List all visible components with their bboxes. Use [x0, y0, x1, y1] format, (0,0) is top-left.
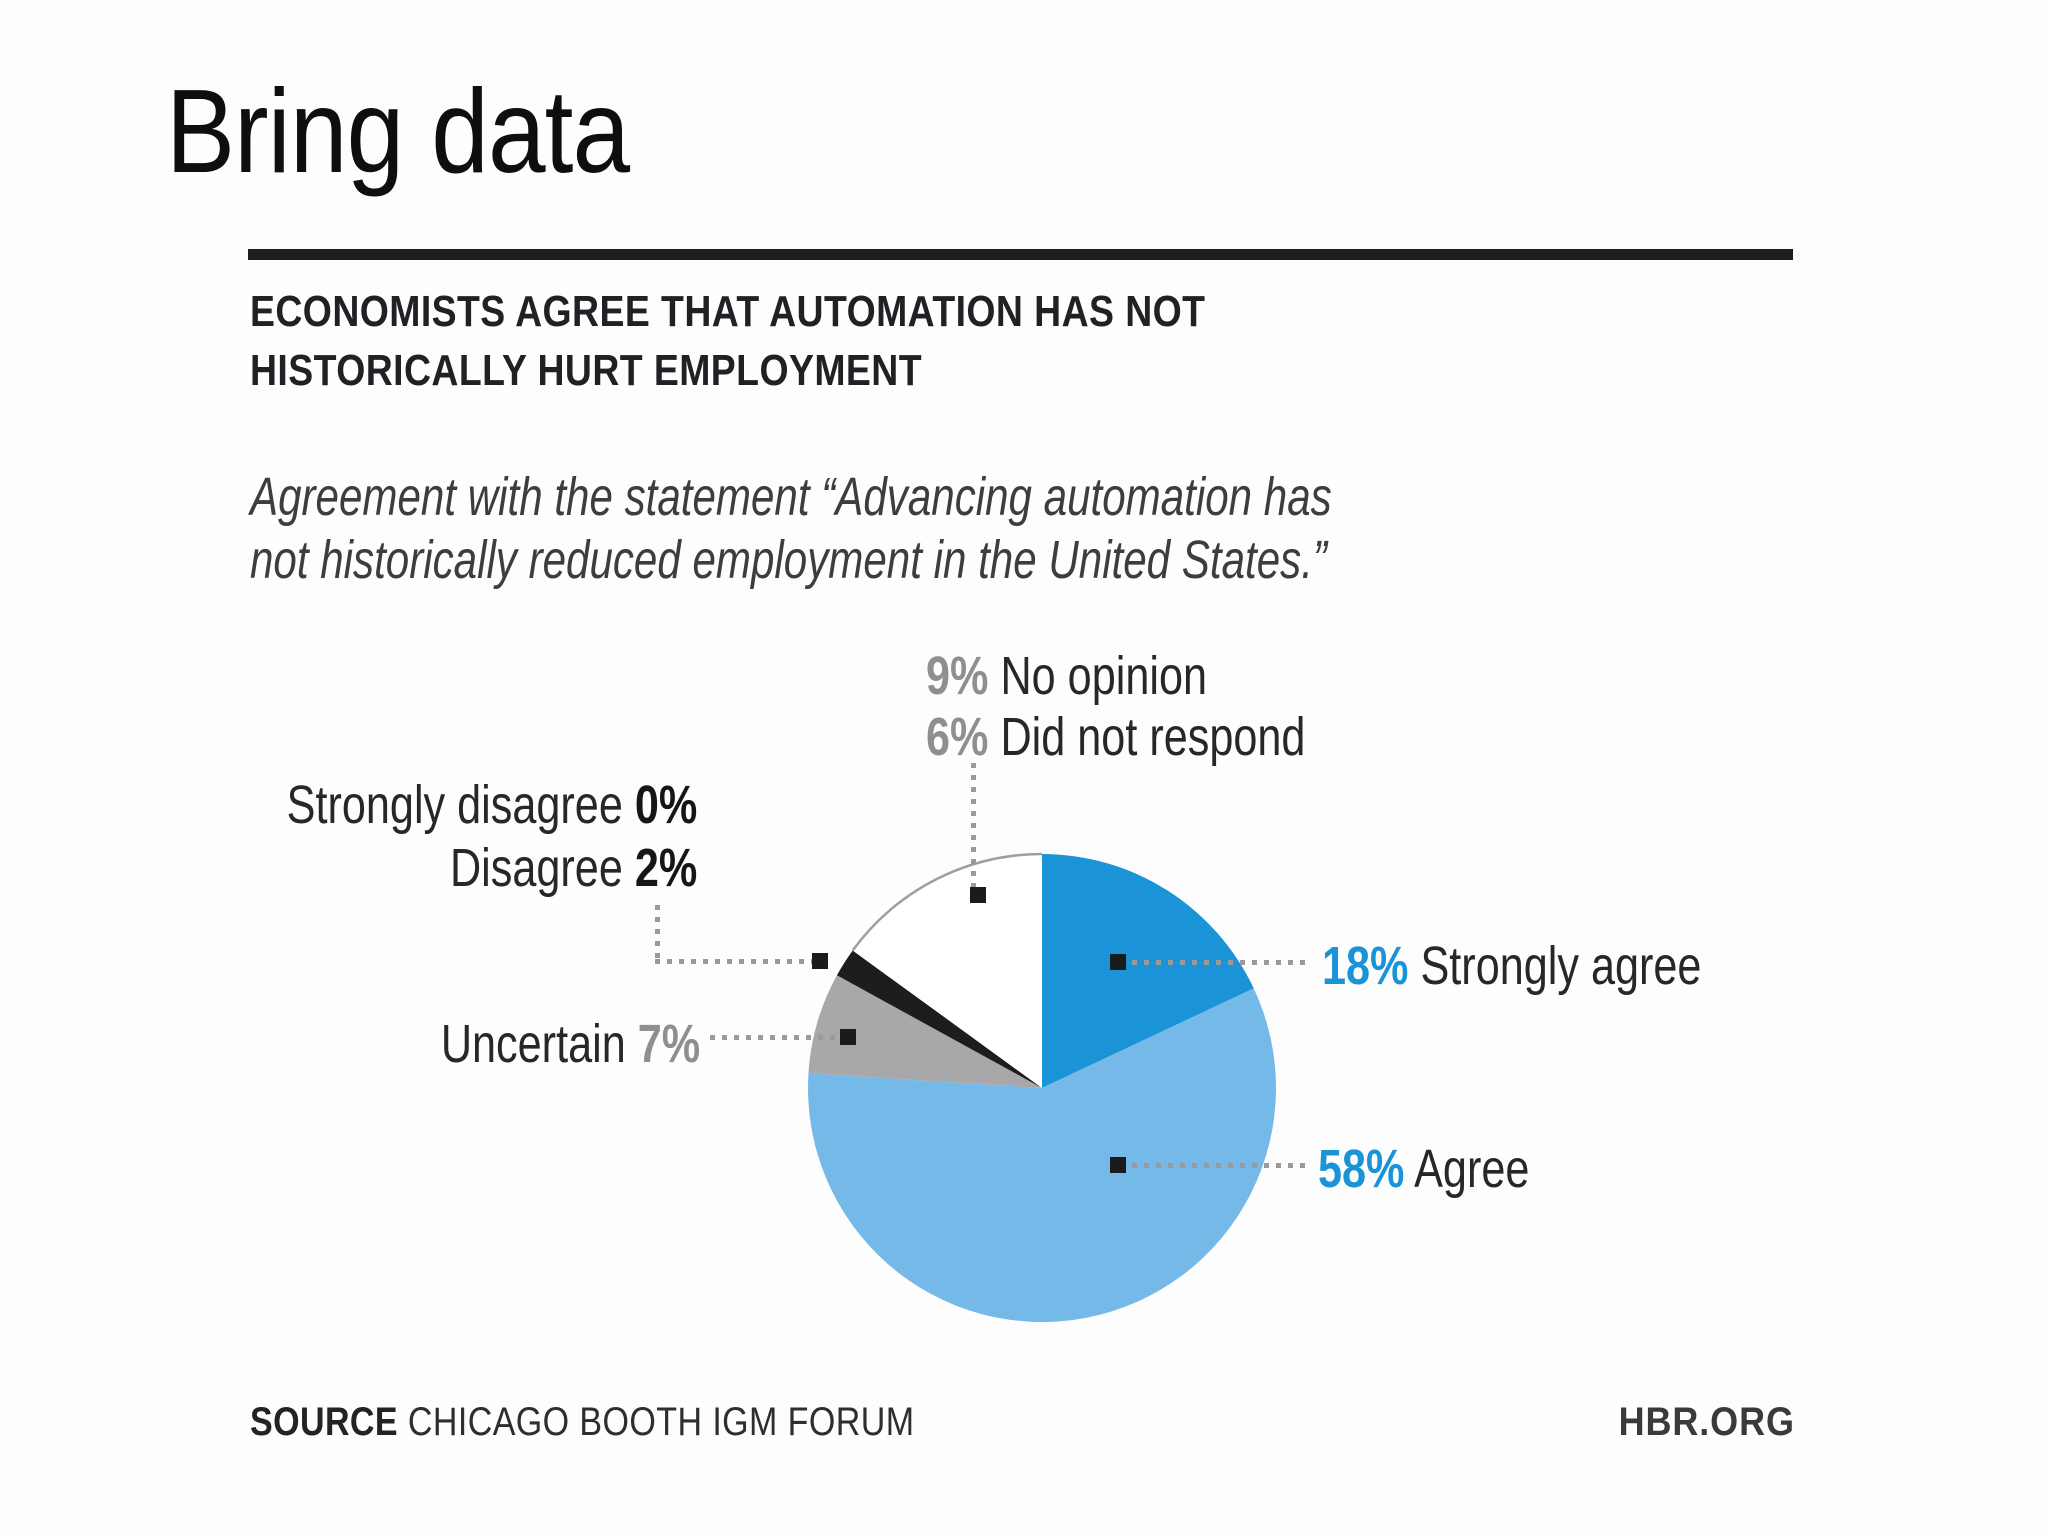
pie-slice-disagree	[836, 950, 1042, 1088]
agree-text: Agree	[1414, 1139, 1530, 1199]
did-not-respond-percent: 6%	[926, 707, 989, 767]
chart-headline: ECONOMISTS AGREE THAT AUTOMATION HAS NOT…	[250, 282, 1205, 400]
pie-slice-did-not-respond	[955, 854, 1042, 1088]
leader-marker-uncertain	[840, 1029, 856, 1045]
strongly-disagree-text: Strongly disagree	[286, 775, 623, 835]
brand-credit: HBR.ORG	[1618, 1400, 1795, 1444]
label-group-disagree: Strongly disagree 0% Disagree 2%	[286, 774, 697, 900]
source-text: CHICAGO BOOTH IGM FORUM	[407, 1400, 915, 1444]
disagree-percent: 2%	[634, 838, 697, 898]
source-line: SOURCE CHICAGO BOOTH IGM FORUM	[250, 1400, 914, 1445]
chart-subtitle: Agreement with the statement “Advancing …	[250, 466, 1332, 592]
leader-line-disagree-vertical	[655, 905, 660, 961]
pie-chart	[807, 852, 1276, 1322]
leader-marker-no-opinion	[970, 887, 986, 903]
leader-line-disagree-horizontal	[655, 959, 815, 964]
no-opinion-text: No opinion	[1000, 646, 1207, 706]
uncertain-percent: 7%	[637, 1014, 700, 1074]
pie-slice-no-opinion	[852, 870, 1042, 1088]
label-disagree: Disagree 2%	[286, 837, 697, 900]
chart-subtitle-line1: Agreement with the statement “Advancing …	[250, 467, 1332, 527]
leader-line-no-opinion	[971, 763, 976, 888]
strongly-agree-text: Strongly agree	[1420, 936, 1702, 996]
chart-headline-line1: ECONOMISTS AGREE THAT AUTOMATION HAS NOT	[250, 287, 1206, 336]
label-did-not-respond: 6% Did not respond	[926, 707, 1305, 768]
did-not-respond-text: Did not respond	[1000, 707, 1306, 767]
agree-percent: 58%	[1318, 1139, 1405, 1199]
chart-headline-line2: HISTORICALLY HURT EMPLOYMENT	[250, 346, 922, 395]
pie-slice-agree	[807, 988, 1276, 1322]
leader-marker-strongly-agree	[1110, 954, 1126, 970]
pie-slice-uncertain	[808, 975, 1042, 1088]
white-slice-outline-arc	[851, 869, 957, 952]
label-group-no-opinion: 9% No opinion 6% Did not respond	[926, 646, 1305, 768]
leader-marker-disagree	[812, 953, 828, 969]
no-opinion-percent: 9%	[926, 646, 989, 706]
leader-line-uncertain	[710, 1035, 842, 1040]
label-no-opinion: 9% No opinion	[926, 646, 1305, 707]
pie-slice-strongly-agree	[1042, 854, 1254, 1088]
leader-line-agree	[1132, 1163, 1307, 1168]
uncertain-text: Uncertain	[440, 1014, 626, 1074]
leader-marker-agree	[1110, 1157, 1126, 1173]
strongly-disagree-percent: 0%	[634, 775, 697, 835]
leader-line-strongly-agree	[1132, 960, 1307, 965]
label-agree: 58% Agree	[1318, 1139, 1529, 1200]
chart-subtitle-line2: not historically reduced employment in t…	[250, 530, 1327, 590]
label-strongly-disagree: Strongly disagree 0%	[286, 774, 697, 837]
strongly-agree-percent: 18%	[1322, 936, 1409, 996]
white-slice-outline-arc	[955, 852, 1043, 872]
disagree-text: Disagree	[449, 838, 623, 898]
header-rule	[248, 249, 1793, 260]
label-strongly-agree: 18% Strongly agree	[1322, 936, 1701, 997]
slide-title: Bring data	[166, 65, 630, 198]
source-label: SOURCE	[250, 1400, 399, 1444]
label-uncertain: Uncertain 7%	[441, 1014, 700, 1075]
